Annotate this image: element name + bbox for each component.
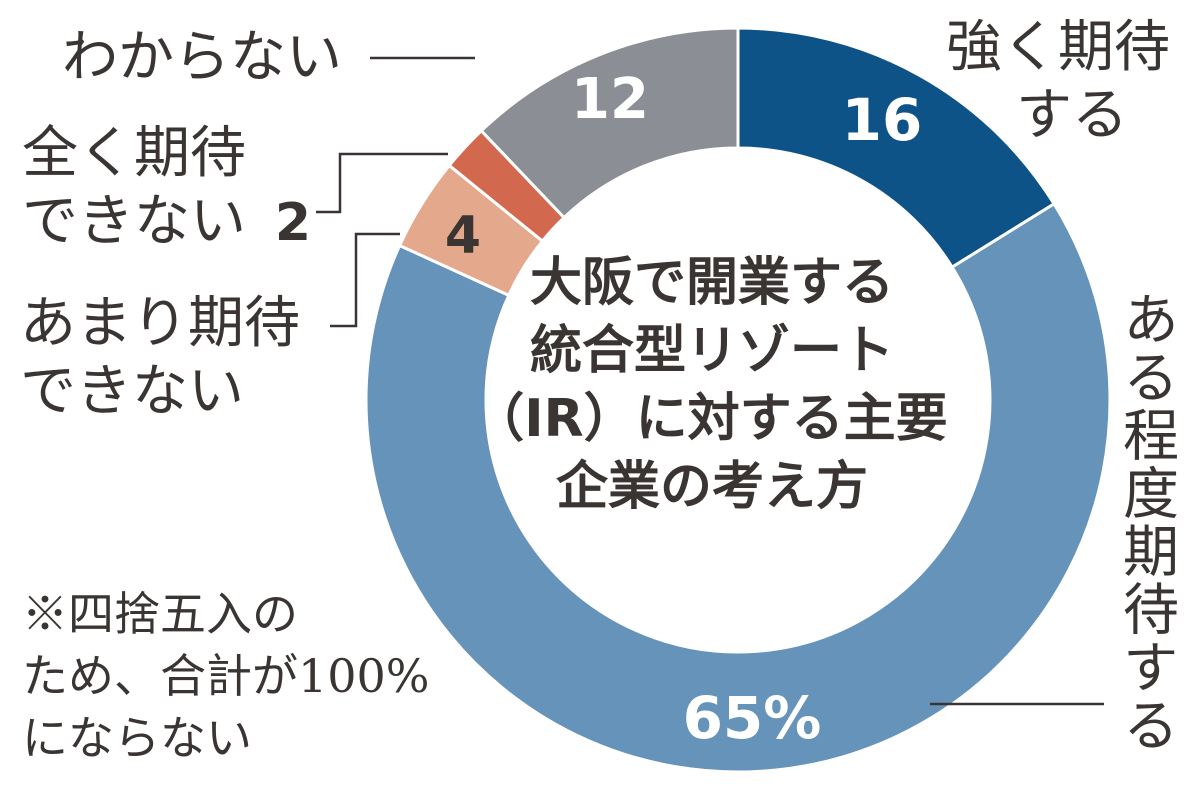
- label-none: 全く期待 できない: [22, 121, 246, 254]
- label-strong-line-1: 強く期待: [946, 15, 1170, 80]
- leader-lines: [316, 56, 1104, 706]
- footnote-line-2: ため、合計が100%: [22, 649, 430, 703]
- label-unknown: わからない: [62, 25, 342, 90]
- leader-little: [330, 232, 400, 328]
- center-title-line-4: 企業の考え方: [556, 457, 868, 517]
- slice-value-none: 2: [275, 193, 311, 253]
- slice-value-strong: 16: [842, 86, 923, 154]
- label-strong-line-2: する: [1016, 83, 1128, 148]
- label-none-line-2: できない: [22, 189, 246, 254]
- center-title-line-3: （IR）に対する主要: [472, 389, 947, 449]
- center-title: 大阪で開業する 統合型リゾート （IR）に対する主要 企業の考え方: [472, 253, 947, 517]
- slice-value-little: 4: [445, 206, 481, 266]
- slice-unknown: [479, 26, 740, 220]
- label-none-line-1: 全く期待: [22, 121, 246, 186]
- label-little-line-2: できない: [20, 359, 244, 424]
- center-title-line-1: 大阪で開業する: [530, 253, 894, 313]
- label-some: ある程度期待する: [1114, 290, 1179, 754]
- footnote-line-1: ※四捨五入の: [22, 587, 298, 641]
- label-little-line-1: あまり期待: [20, 291, 300, 356]
- leader-none: [316, 152, 448, 214]
- slice-some: [364, 201, 1112, 774]
- footnote: ※四捨五入の ため、合計が100% にならない: [22, 587, 430, 765]
- donut-slices: [364, 26, 1112, 774]
- slice-value-unknown: 12: [571, 67, 649, 132]
- slice-value-some: 65%: [683, 684, 822, 752]
- label-strong: 強く期待 する: [946, 15, 1170, 148]
- footnote-line-3: にならない: [22, 711, 252, 765]
- center-title-line-2: 統合型リゾート: [530, 321, 894, 381]
- label-little: あまり期待 できない: [20, 291, 300, 424]
